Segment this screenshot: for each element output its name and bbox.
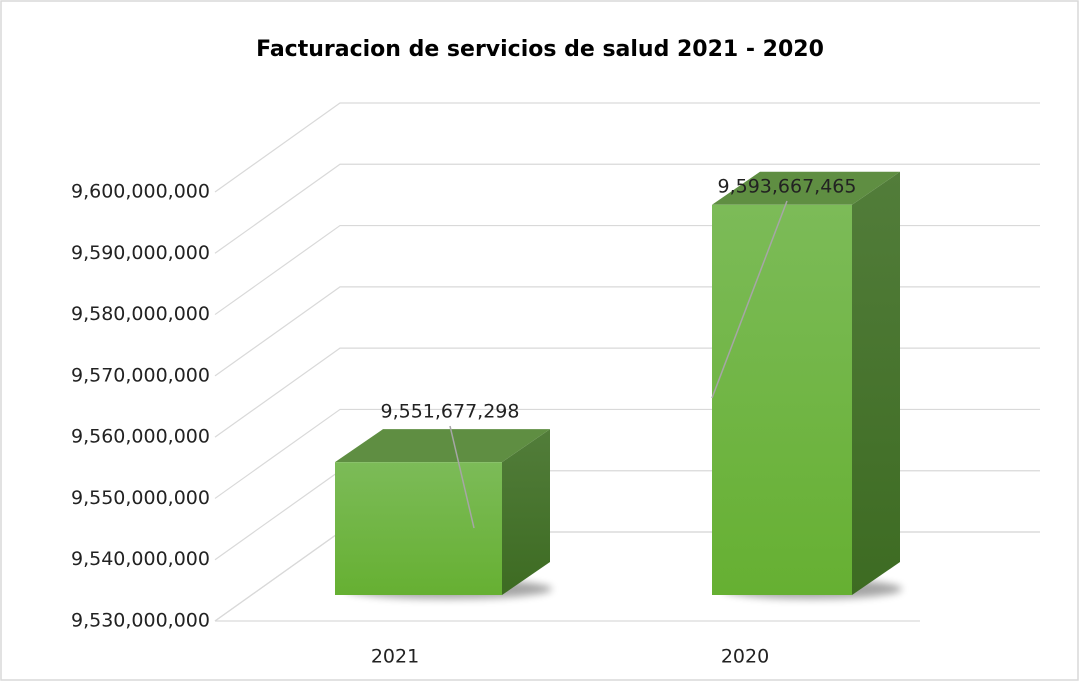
chart-title: Facturacion de servicios de salud 2021 -… [256,37,824,62]
y-tick-label: 9,560,000,000 [71,426,210,448]
bar-side [502,429,550,595]
grid-line [214,102,1040,193]
data-label: 9,593,667,465 [717,176,856,198]
y-tick-label: 9,550,000,000 [71,487,210,509]
bar-top [335,429,550,463]
bar-top [712,171,900,205]
leader-line [449,425,475,529]
y-tick-label: 9,590,000,000 [71,242,210,264]
bar [712,204,852,595]
bar [335,462,502,595]
data-label: 9,551,677,298 [380,401,519,423]
bar-side [852,171,900,595]
y-tick-label: 9,530,000,000 [71,610,210,632]
x-tick-label: 2021 [371,646,419,668]
leader-line [711,200,788,399]
y-tick-label: 9,600,000,000 [71,181,210,203]
grid-line [214,163,1040,254]
y-tick-label: 9,540,000,000 [71,548,210,570]
y-tick-label: 9,580,000,000 [71,303,210,325]
y-tick-label: 9,570,000,000 [71,364,210,386]
x-tick-label: 2020 [721,646,769,668]
